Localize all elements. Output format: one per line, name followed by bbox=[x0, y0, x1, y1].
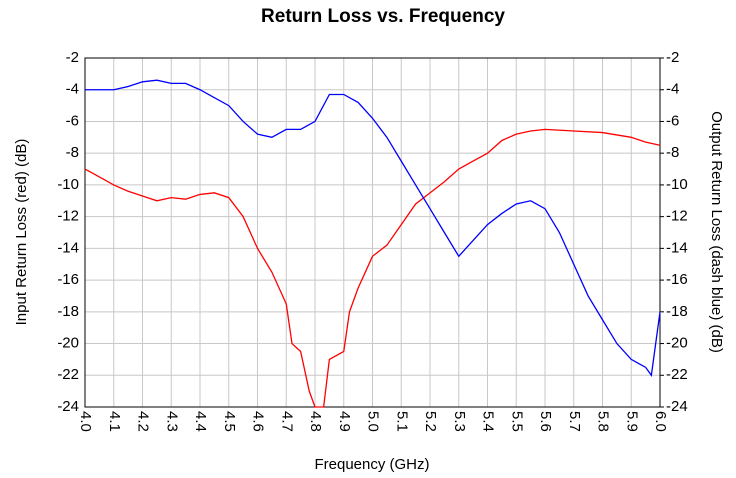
y-tick-label: -4 bbox=[66, 81, 79, 98]
series-line bbox=[85, 79, 661, 377]
y2-tick-label: -6 bbox=[666, 112, 679, 129]
x-tick-label: 4.8 bbox=[307, 411, 324, 432]
x-tick-label: 4.0 bbox=[77, 411, 94, 432]
x-tick-label: 4.1 bbox=[106, 411, 123, 432]
y-tick-label: -24 bbox=[57, 398, 79, 415]
y2-tick-label: -2 bbox=[666, 49, 679, 66]
x-tick-label: 5.1 bbox=[393, 411, 410, 432]
y-tick-label: -20 bbox=[57, 335, 79, 352]
y2-tick-label: -12 bbox=[666, 208, 688, 225]
series-line bbox=[84, 128, 661, 408]
y2-tick-label: -4 bbox=[666, 81, 679, 98]
x-tick-label: 5.3 bbox=[451, 411, 468, 432]
y2-tick-label: -18 bbox=[666, 303, 688, 320]
y2-tick-label: -22 bbox=[666, 366, 688, 383]
chart-title: Return Loss vs. Frequency bbox=[261, 6, 505, 27]
y-tick-label: -8 bbox=[66, 144, 79, 161]
x-tick-label: 5.2 bbox=[422, 411, 439, 432]
y2-tick-label: -8 bbox=[666, 144, 679, 161]
x-tick-label: 4.5 bbox=[221, 411, 238, 432]
x-tick-label: 4.6 bbox=[250, 411, 267, 432]
x-tick-label: 6.0 bbox=[652, 411, 669, 432]
x-tick-label: 5.6 bbox=[537, 411, 554, 432]
y2-axis-label: Output Return Loss (dash blue) (dB) bbox=[708, 111, 725, 353]
x-axis-label: Frequency (GHz) bbox=[314, 456, 429, 473]
x-tick-label: 5.9 bbox=[623, 411, 640, 432]
y-tick-label: -6 bbox=[66, 112, 79, 129]
y2-tick-label: -20 bbox=[666, 335, 688, 352]
x-tick-label: 4.4 bbox=[192, 411, 209, 432]
x-tick-label: 5.7 bbox=[566, 411, 583, 432]
plot-frame bbox=[84, 57, 661, 408]
x-tick-label: 5.8 bbox=[595, 411, 612, 432]
x-tick-label: 4.7 bbox=[278, 411, 295, 432]
y-tick-label: -16 bbox=[57, 271, 79, 288]
y-tick-label: -2 bbox=[66, 49, 79, 66]
x-tick-label: 4.9 bbox=[336, 411, 353, 432]
x-tick-label: 5.4 bbox=[480, 411, 497, 432]
y-tick-label: -18 bbox=[57, 303, 79, 320]
y2-tick-label: -24 bbox=[666, 398, 688, 415]
x-tick-label: 4.3 bbox=[163, 411, 180, 432]
y-tick-label: -10 bbox=[57, 176, 79, 193]
x-tick-label: 4.2 bbox=[135, 411, 152, 432]
y-tick-label: -14 bbox=[57, 239, 79, 256]
x-tick-label: 5.0 bbox=[365, 411, 382, 432]
y-tick-label: -22 bbox=[57, 366, 79, 383]
x-tick-label: 5.5 bbox=[508, 411, 525, 432]
y-axis-label: Input Return Loss (red) (dB) bbox=[13, 139, 30, 326]
y-tick-label: -12 bbox=[57, 208, 79, 225]
y2-tick-label: -16 bbox=[666, 271, 688, 288]
y2-tick-label: -14 bbox=[666, 239, 688, 256]
y2-tick-label: -10 bbox=[666, 176, 688, 193]
